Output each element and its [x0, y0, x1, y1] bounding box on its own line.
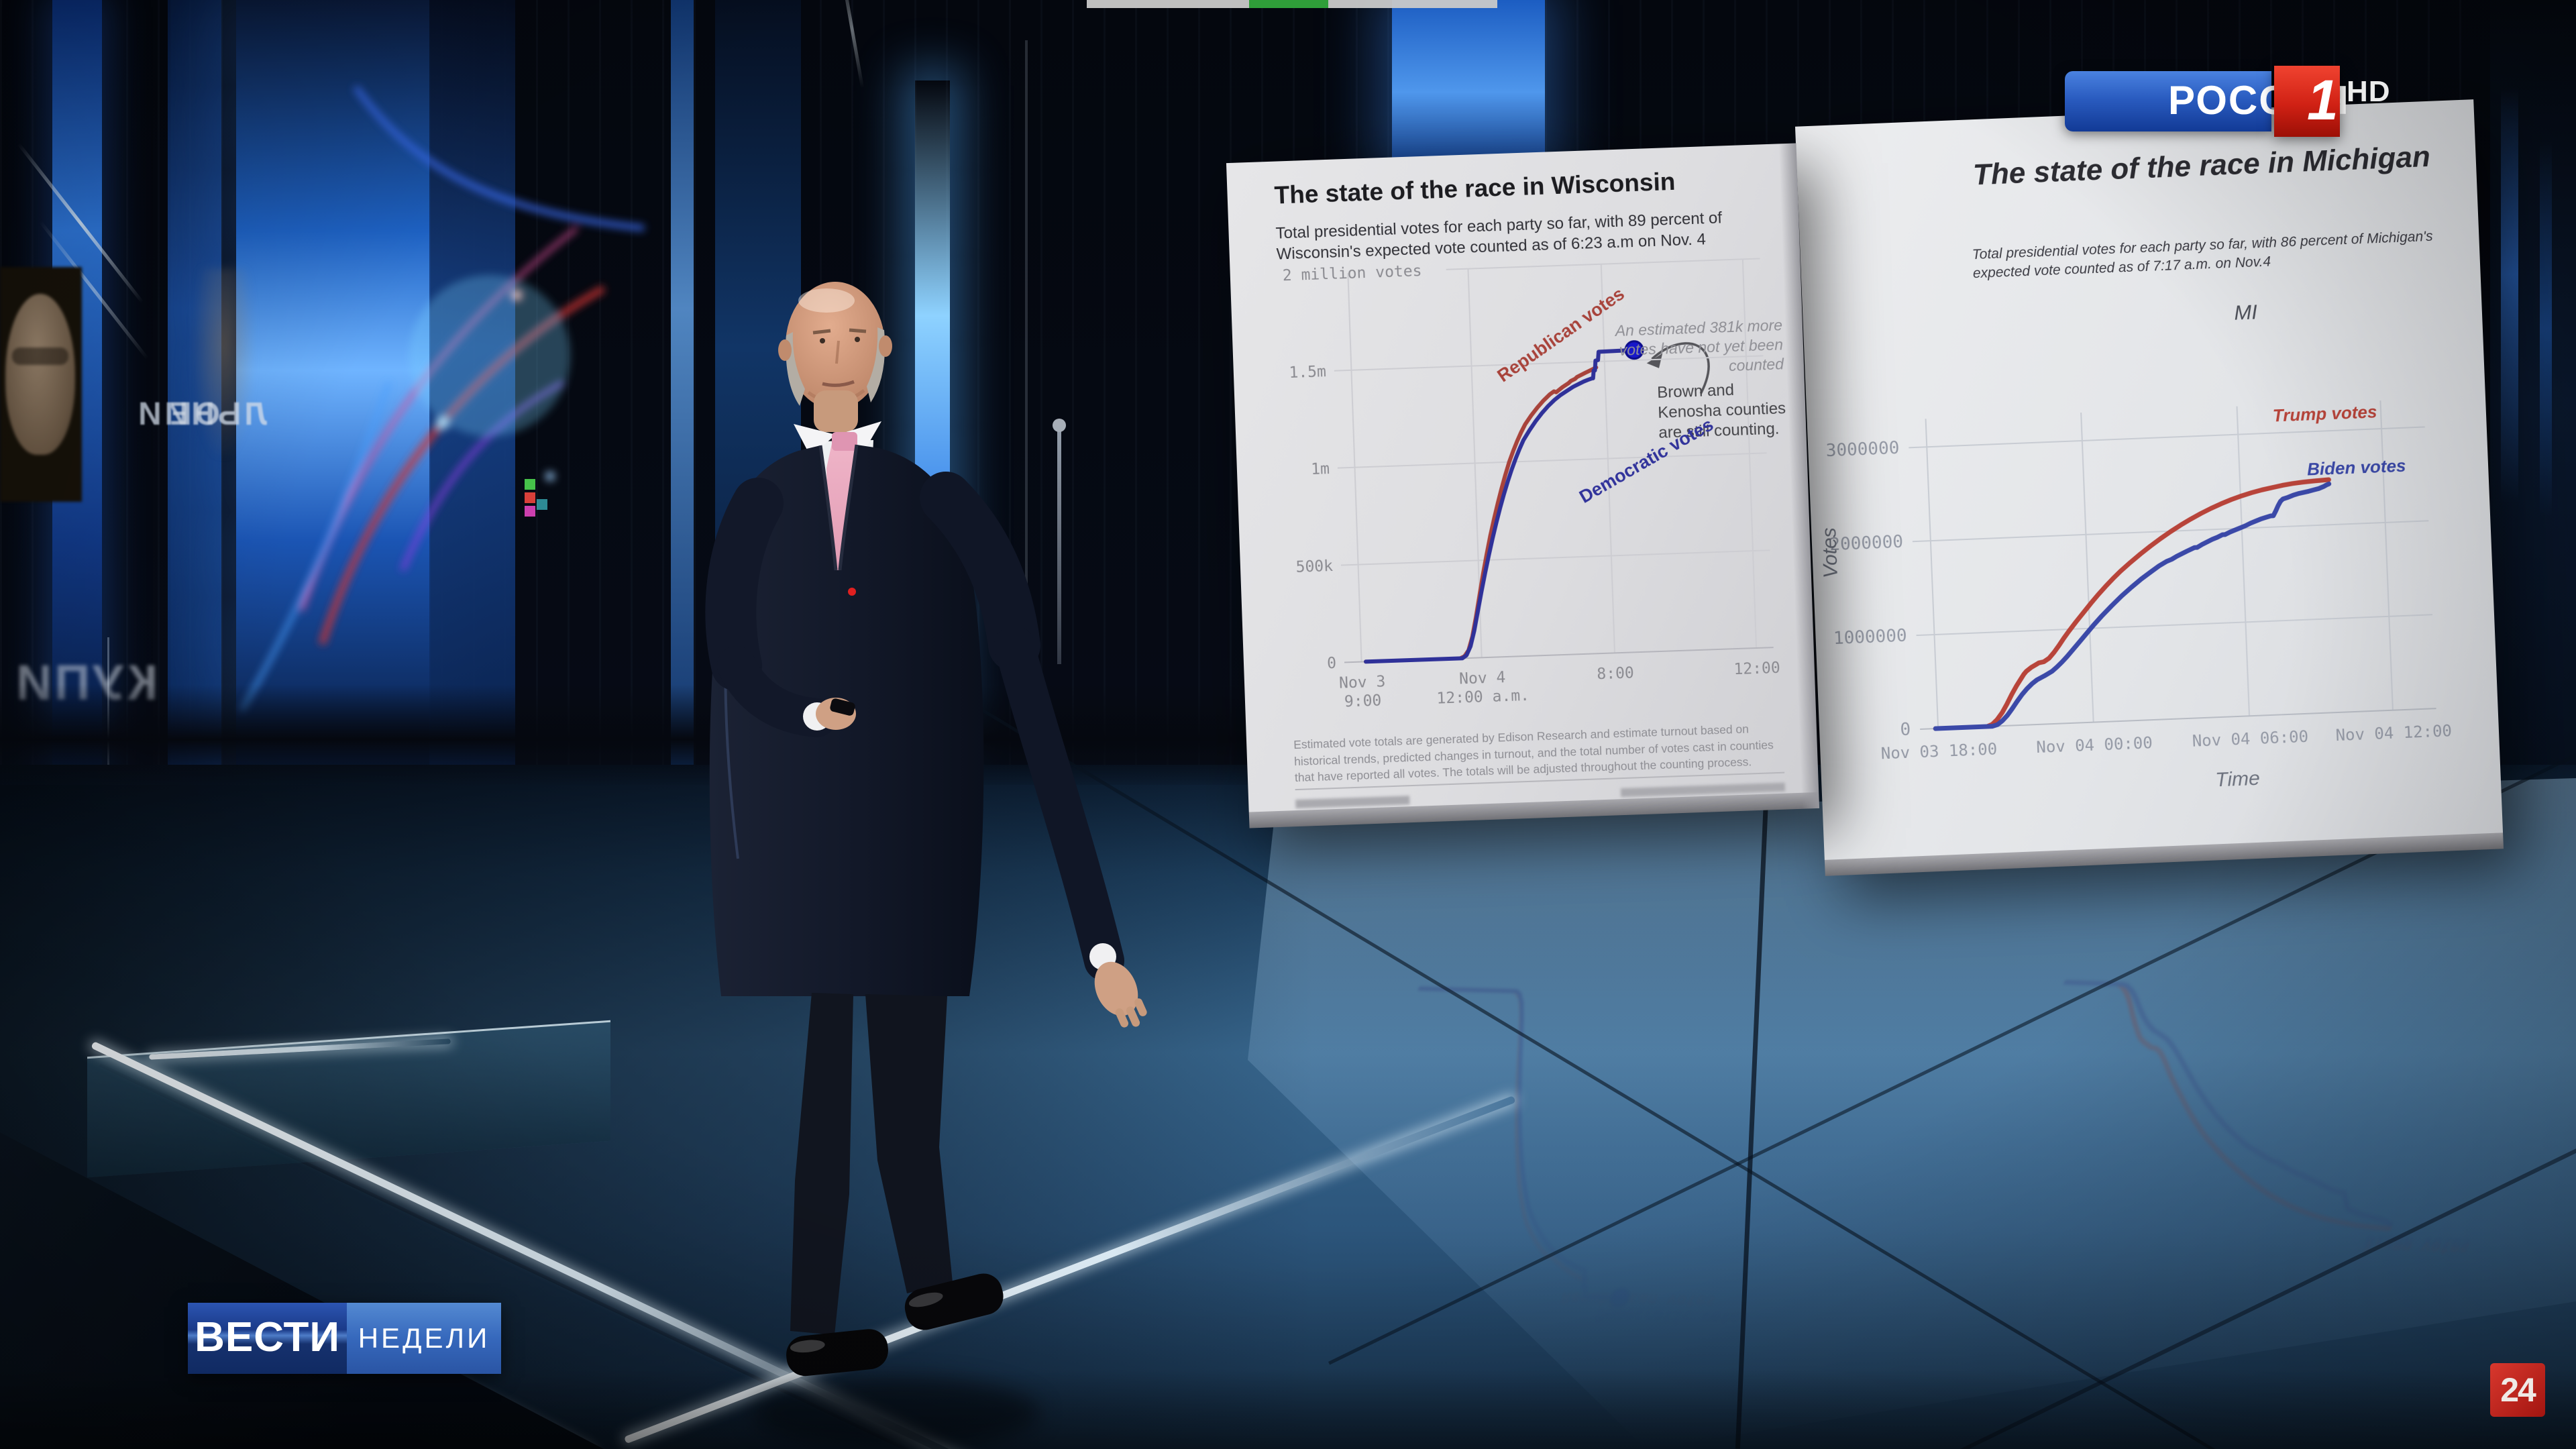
lapel-pin — [848, 588, 856, 596]
svg-text:0: 0 — [1900, 720, 1911, 741]
biden-line-label: Biden votes — [2306, 455, 2406, 480]
program-logo: ВЕСТИ НЕДЕЛИ — [188, 1303, 501, 1374]
presenter-ear — [778, 339, 792, 361]
foreground-shadow — [0, 1368, 2576, 1449]
collar-right — [837, 421, 881, 453]
led-pillar — [671, 0, 694, 771]
blue-pillar-top — [1392, 0, 1545, 168]
presenter-ear — [879, 335, 892, 357]
lapel-left — [818, 445, 838, 571]
mouth — [822, 380, 855, 387]
svg-text:Nov 412:00 a.m.: Nov 412:00 a.m. — [1436, 668, 1529, 708]
nose — [835, 340, 840, 364]
presenter-neck — [814, 390, 858, 432]
svg-text:Nov 04 06:00: Nov 04 06:00 — [2192, 727, 2308, 751]
presenter — [705, 282, 1147, 1377]
presenter-left-forearm — [994, 625, 1124, 981]
clicker — [830, 698, 855, 716]
svg-text:2 million votes: 2 million votes — [1282, 262, 1421, 284]
eyebrow — [812, 329, 831, 335]
presenter-left-arm — [920, 472, 1040, 672]
svg-text:500k: 500k — [1295, 557, 1333, 576]
michigan-chart-panel: The state of the race in Michigan Total … — [1794, 99, 2504, 876]
svg-text:1.5m: 1.5m — [1289, 363, 1326, 382]
eye — [855, 337, 860, 342]
callout-arrow — [1651, 342, 1710, 394]
presenter-trouser-left — [790, 993, 853, 1335]
glass-light-pillar — [236, 0, 431, 771]
eye — [820, 338, 825, 343]
presenter-head — [786, 282, 885, 409]
rossiya24-badge: 24 — [2490, 1363, 2545, 1417]
svg-text:Nov 04 12:00: Nov 04 12:00 — [2335, 721, 2452, 745]
thin-light-line — [1025, 40, 1028, 698]
color-pixel — [525, 506, 535, 517]
light-trails — [239, 85, 645, 712]
face-reflection — [193, 268, 254, 456]
svg-text:8:00: 8:00 — [1597, 664, 1634, 683]
top-progress-strip-green — [1249, 0, 1328, 8]
channel-logo-one: 1 — [2274, 66, 2340, 137]
presenter-shoe-left — [786, 1329, 888, 1377]
wisconsin-note-estimated: An estimated 381k more votes have not ye… — [1615, 316, 1784, 374]
collar-left — [794, 424, 836, 456]
mic-stand — [1053, 419, 1066, 664]
svg-text:2000000: 2000000 — [1829, 532, 1904, 555]
presenter-reflection — [751, 1377, 1040, 1449]
svg-text:1m: 1m — [1311, 460, 1330, 478]
svg-text:Nov 03 18:00: Nov 03 18:00 — [1880, 739, 1997, 763]
right-wall-streak — [2501, 87, 2518, 503]
color-pixel — [525, 492, 535, 503]
program-logo-nedeli: НЕДЕЛИ — [347, 1303, 501, 1374]
presenter-trouser-right — [865, 994, 953, 1293]
svg-text:1000000: 1000000 — [1833, 626, 1907, 649]
presenter-shoe-right — [904, 1273, 1004, 1330]
wisconsin-chart: Nov 39:00 Nov 412:00 a.m. 8:00 12:00 0 500k 1m… — [1282, 258, 1780, 710]
callout-arrowhead — [1646, 353, 1663, 368]
channel-logo: РОССИЯ — [2065, 71, 2349, 131]
color-pixel — [525, 479, 535, 490]
hd-badge: HD — [2347, 75, 2391, 108]
color-pixel — [537, 499, 547, 510]
presenter-left-hand — [1094, 961, 1147, 1028]
mirrored-set-text-line2: ОЕ — [166, 396, 220, 432]
svg-text:Nov 39:00: Nov 39:00 — [1339, 673, 1387, 710]
svg-text:Nov 04 00:00: Nov 04 00:00 — [2036, 733, 2153, 757]
channel-one-icon: 1 — [2307, 68, 2339, 131]
svg-text:12:00: 12:00 — [1733, 659, 1780, 678]
program-logo-vesti: ВЕСТИ — [188, 1303, 347, 1374]
eyebrow — [849, 328, 867, 333]
right-wall-streak — [2540, 141, 2552, 517]
trump-line-label: Trump votes — [2272, 401, 2377, 426]
blurred-face — [5, 294, 75, 455]
head-shine — [798, 288, 855, 313]
background-screen-face — [0, 267, 82, 502]
wisconsin-chart-panel: The state of the race in Wisconsin Total… — [1226, 143, 1820, 828]
michigan-yaxis-label: Votes — [1818, 527, 1843, 579]
svg-text:0: 0 — [1327, 655, 1337, 672]
michigan-chart: Nov 03 18:00 Nov 04 00:00 Nov 04 06:00 Nov … — [1825, 400, 2452, 763]
lapel-right — [838, 444, 859, 571]
svg-text:3000000: 3000000 — [1825, 438, 1900, 461]
blurred-glasses — [12, 347, 68, 365]
presenter-right-arm — [705, 478, 784, 691]
tie-knot — [832, 432, 857, 451]
